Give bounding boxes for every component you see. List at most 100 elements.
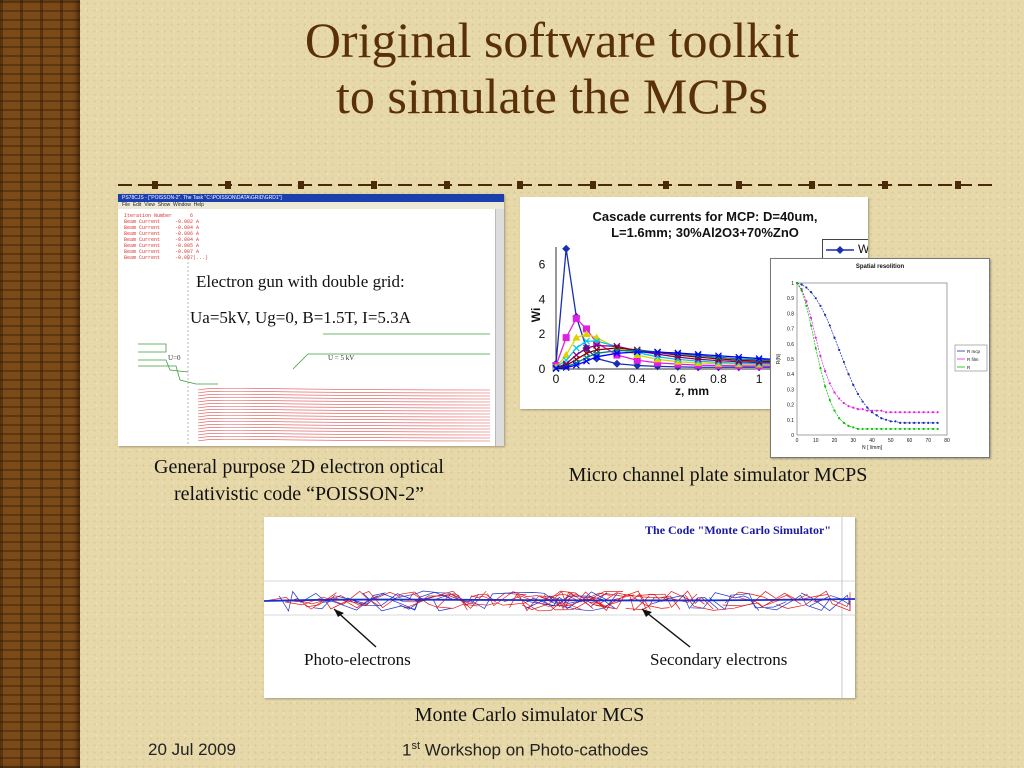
spatial-point: [903, 411, 906, 414]
spatial-point: [880, 417, 883, 420]
cascade-point: [552, 365, 560, 373]
cascade-point: [583, 357, 590, 365]
spatial-x-tick: 50: [888, 438, 894, 444]
spatial-y-tick: 0.9: [787, 296, 794, 302]
mcps-legend-label: W: [858, 242, 868, 256]
spatial-point: [884, 411, 888, 414]
cascade-y-tick: 2: [539, 327, 546, 341]
spatial-y-tick: 0.8: [787, 311, 794, 317]
cascade-x-tick: 0.4: [629, 372, 646, 386]
spatial-x-tick: 10: [813, 438, 819, 444]
cascade-point: [582, 325, 590, 333]
spatial-point: [852, 406, 855, 409]
poisson-titlebar: [118, 194, 504, 202]
spatial-point: [856, 392, 860, 396]
spatial-point: [824, 370, 827, 373]
spatial-point: [847, 405, 850, 408]
slide-title: Original software toolkit to simulate th…: [80, 12, 1024, 124]
spatial-point: [842, 360, 845, 364]
spatial-y-tick: 0.6: [787, 342, 794, 348]
cascade-point: [694, 350, 702, 358]
cascade-x-tick: 0.8: [710, 372, 727, 386]
poisson-menubar: [118, 202, 504, 209]
spatial-point: [913, 427, 916, 431]
spatial-chart-title: Spatial resolition: [855, 264, 905, 270]
mcs-label-secondary-electrons: Secondary electrons: [650, 650, 788, 669]
cascade-y-tick: 6: [539, 257, 546, 271]
spatial-point: [931, 427, 935, 431]
spatial-point: [814, 297, 817, 300]
spatial-y-tick: 0.1: [787, 418, 794, 424]
mcs-screenshot: The Code "Monte Carlo Simulator" Photo-e…: [264, 517, 855, 698]
spatial-point: [880, 409, 883, 412]
spatial-y-label: R(N): [776, 353, 782, 364]
cascade-x-tick: 0.6: [670, 372, 687, 386]
spatial-point: [917, 421, 920, 424]
spatial-point: [800, 283, 803, 286]
spatial-y-tick: 0.7: [787, 327, 794, 333]
footer-workshop-sup: st: [411, 740, 421, 752]
spatial-point: [852, 426, 855, 429]
poisson-caption-line-1: General purpose 2D electron optical: [154, 456, 444, 478]
spatial-y-tick: 0.5: [787, 357, 794, 363]
spatial-point: [899, 427, 902, 431]
spatial-point: [824, 313, 827, 317]
mcs-header: The Code "Monte Carlo Simulator": [645, 523, 831, 537]
cascade-point: [633, 356, 641, 364]
dashed-divider: [118, 181, 992, 189]
spatial-point: [805, 304, 808, 307]
spatial-point: [917, 411, 920, 414]
cascade-point: [654, 359, 662, 367]
cascade-series-line-7: [555, 351, 821, 370]
spatial-y-tick: 0: [791, 433, 794, 439]
spatial-point: [805, 300, 808, 303]
poisson-window-title: PS78CJS - ["POISSON-2". The Task "C:\POI…: [122, 195, 282, 201]
title-line-2: to simulate the MCPs: [336, 68, 768, 124]
spatial-point: [819, 354, 822, 358]
cascade-point: [562, 364, 570, 372]
spatial-x-tick: 40: [869, 438, 875, 444]
spatial-point: [936, 421, 939, 424]
spatial-point: [936, 427, 939, 431]
spatial-point: [922, 421, 925, 424]
spatial-point: [894, 411, 897, 414]
spatial-point: [936, 411, 939, 414]
cascade-point: [633, 348, 641, 356]
spatial-point: [861, 427, 864, 431]
mcps-caption: Micro channel plate simulator MCPS: [568, 464, 868, 486]
spatial-point: [931, 411, 935, 414]
spatial-point: [903, 427, 906, 431]
cascade-point: [552, 363, 560, 371]
mcs-caption: Monte Carlo simulator MCS: [414, 704, 645, 726]
cascade-point: [633, 351, 642, 359]
cascade-point: [755, 355, 763, 362]
spatial-point: [819, 304, 822, 307]
mcps-legend-marker: [826, 246, 854, 254]
spatial-point: [908, 421, 911, 424]
poisson-label-cathode: U=0: [168, 354, 181, 362]
cascade-series-line-0: [555, 248, 820, 368]
footer-workshop-num: 1: [402, 740, 412, 760]
cascade-point: [583, 337, 590, 345]
spatial-point: [800, 289, 803, 292]
cascade-point: [735, 353, 743, 361]
cascade-point: [593, 339, 601, 347]
spatial-point: [884, 427, 888, 431]
spatial-point: [894, 420, 897, 423]
cascade-series-line-4: [555, 344, 821, 369]
spatial-legend-label: R film: [967, 357, 979, 362]
cascade-y-tick: 4: [539, 292, 546, 306]
cascade-point: [583, 344, 590, 352]
spatial-point: [875, 409, 878, 412]
spatial-point: [819, 367, 822, 370]
decorative-side-strip: [0, 0, 80, 768]
spatial-x-tick: 70: [925, 438, 931, 444]
spatial-point: [856, 427, 860, 431]
spatial-x-tick: 80: [944, 438, 950, 444]
cascade-series-line-5: [555, 347, 821, 369]
mcps-chart-title: Cascade currents for MCP: D=40um, L=1.6m…: [580, 209, 830, 241]
footer-workshop: 1st Workshop on Photo-cathodes: [402, 740, 648, 761]
poisson-scrollbar: [495, 209, 504, 446]
footer-workshop-text: Workshop on Photo-cathodes: [420, 740, 649, 760]
spatial-x-label: N [ l/mm]: [862, 445, 883, 451]
